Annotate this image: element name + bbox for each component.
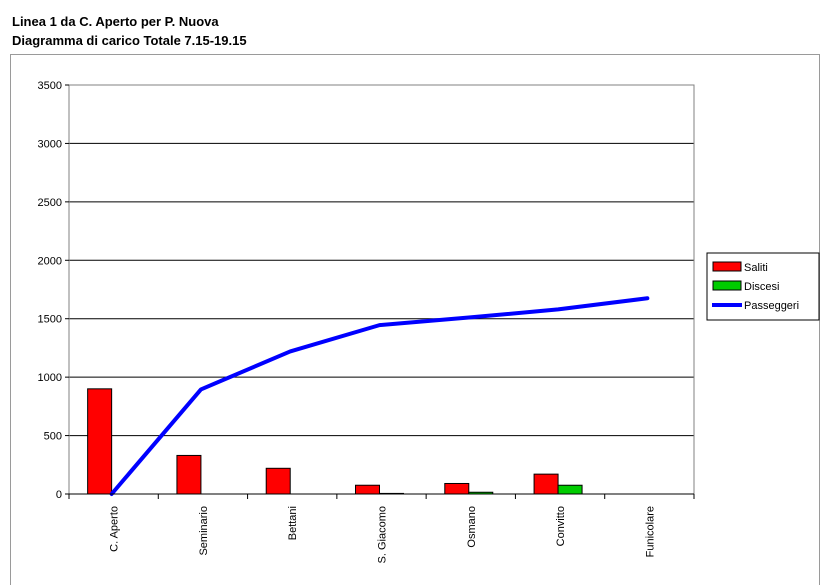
chart-title: Linea 1 da C. Aperto per P. Nuova xyxy=(12,14,219,29)
bar-discesi xyxy=(557,484,583,495)
bars xyxy=(87,388,583,495)
x-tick-label: Bettani xyxy=(287,506,299,540)
y-tick-label: 3500 xyxy=(38,80,62,92)
y-tick-label: 2500 xyxy=(38,197,62,209)
x-tick-label: S. Giacomo xyxy=(377,506,389,563)
bar-saliti xyxy=(265,467,291,495)
bar-saliti xyxy=(176,454,202,495)
legend-swatch xyxy=(712,261,742,272)
chart-subtitle: Diagramma di carico Totale 7.15-19.15 xyxy=(12,33,247,48)
x-tick-label: C. Aperto xyxy=(109,506,121,552)
y-tick-label: 500 xyxy=(44,431,62,443)
x-tick-label: Seminario xyxy=(198,506,210,556)
y-axis: 0 500 1000 1500 2000 2500 3000 3500 xyxy=(38,80,69,501)
legend-label: Discesi xyxy=(744,281,779,293)
y-tick-label: 2000 xyxy=(38,255,62,267)
y-tick-label: 0 xyxy=(56,489,62,501)
x-tick-label: Convitto xyxy=(555,506,567,546)
bar-saliti xyxy=(533,473,559,495)
bar-saliti xyxy=(444,482,470,495)
x-tick-label: Funicolare xyxy=(644,506,656,557)
line-series xyxy=(109,296,650,496)
bar-saliti xyxy=(87,388,113,495)
line-passeggeri xyxy=(109,296,650,496)
legend-label: Saliti xyxy=(744,262,768,274)
gridlines xyxy=(69,84,694,437)
x-axis: C. Aperto Seminario Bettani S. Giacomo Osman… xyxy=(68,493,695,563)
y-tick-label: 3000 xyxy=(38,138,62,150)
bar-saliti xyxy=(355,484,380,495)
legend-label: Passeggeri xyxy=(744,300,799,312)
y-tick-label: 1500 xyxy=(38,314,62,326)
legend: Saliti Discesi Passeggeri xyxy=(706,252,820,321)
x-tick-label: Osmano xyxy=(466,506,478,548)
y-tick-label: 1000 xyxy=(38,372,62,384)
legend-swatch xyxy=(712,280,742,291)
